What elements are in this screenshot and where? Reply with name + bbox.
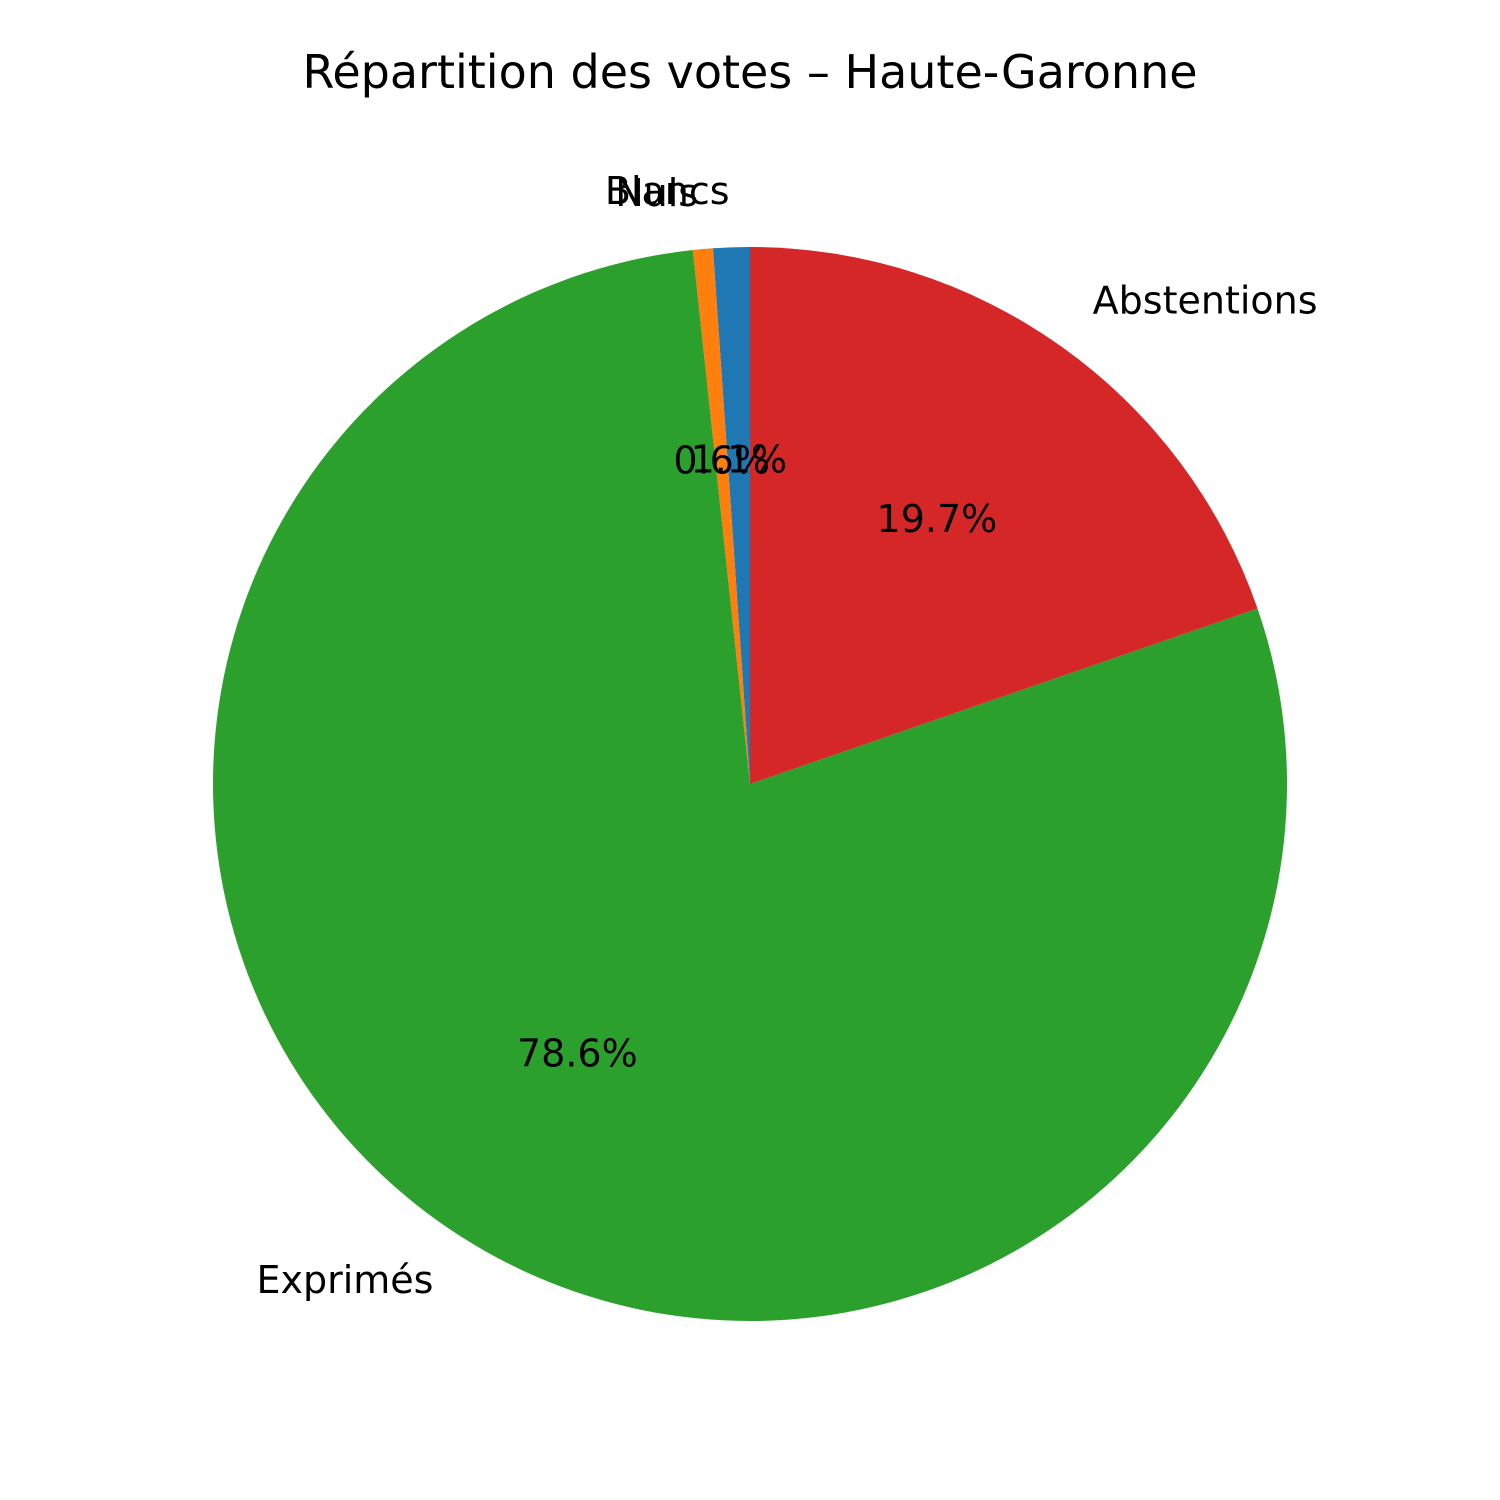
slice-label-blancs: Blancs	[605, 169, 730, 213]
slice-value-nuls: 0.6%	[673, 439, 770, 483]
slice-label-nuls: Nuls	[615, 171, 698, 215]
pie-slice-exprimes	[213, 250, 1288, 1322]
slice-value-abstentions: 19.7%	[877, 497, 998, 541]
pie-slice-abstentions	[750, 247, 1258, 784]
slice-label-exprimes: Exprimés	[256, 1258, 433, 1302]
pie-slice-nuls	[692, 248, 750, 784]
slice-label-abstentions: Abstentions	[1093, 278, 1318, 322]
slice-value-blancs: 1.1%	[691, 437, 788, 481]
pie-slices	[213, 247, 1288, 1322]
chart-title: Répartition des votes – Haute-Garonne	[302, 45, 1197, 99]
pie-labels: Blancs 1.1% Nuls 0.6% Exprimés 78.6% Abstentio…	[256, 169, 1317, 1302]
slice-value-exprimes: 78.6%	[517, 1032, 638, 1076]
pie-slice-blancs	[712, 247, 750, 784]
